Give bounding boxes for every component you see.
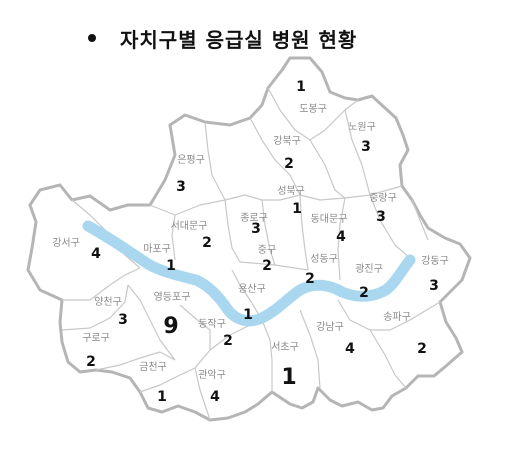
- district-name-dobong: 도봉구: [299, 103, 327, 115]
- district-name-nowon: 노원구: [348, 121, 376, 133]
- district-name-yangcheon: 양천구: [94, 296, 122, 308]
- district-value-gangdong: 3: [429, 278, 439, 294]
- district-value-guro: 2: [86, 354, 96, 370]
- district-value-jongno: 3: [251, 221, 261, 237]
- district-name-dongdaemun: 동대문구: [311, 213, 348, 225]
- district-value-eunpyeong: 3: [176, 179, 186, 195]
- district-value-yangcheon: 3: [118, 312, 128, 328]
- district-name-dongjak: 동작구: [198, 318, 226, 330]
- district-name-gangdong: 강동구: [421, 255, 449, 267]
- district-name-guro: 구로구: [82, 333, 110, 344]
- district-name-jung: 중구: [258, 244, 276, 256]
- district-value-gangseo: 4: [91, 246, 101, 262]
- district-value-yeongdeungpo: 9: [163, 314, 178, 339]
- district-name-eunpyeong: 은평구: [177, 154, 205, 166]
- district-value-geumcheon: 1: [157, 389, 167, 405]
- district-value-seodaemun: 2: [202, 235, 212, 251]
- district-value-jung: 2: [262, 258, 272, 274]
- district-value-yongsan: 1: [243, 307, 253, 323]
- district-name-jungnang: 중랑구: [369, 192, 397, 204]
- title-row: 자치구별 응급실 병원 현황: [88, 22, 357, 54]
- district-borders: [61, 87, 441, 421]
- district-value-gangbuk: 2: [284, 156, 294, 172]
- district-value-dongdaemun: 4: [336, 229, 346, 245]
- district-name-gangnam: 강남구: [316, 321, 344, 333]
- district-name-mapo: 마포구: [143, 243, 171, 255]
- district-name-gwanak: 관악구: [198, 369, 226, 381]
- district-value-dobong: 1: [296, 79, 306, 95]
- district-name-seodaemun: 서대문구: [171, 220, 208, 232]
- district-name-jongno: 종로구: [240, 212, 268, 224]
- district-name-gangbuk: 강북구: [273, 135, 301, 147]
- map-title: 자치구별 응급실 병원 현황: [120, 27, 358, 52]
- district-value-mapo: 1: [166, 258, 176, 274]
- district-value-songpa: 2: [417, 341, 427, 357]
- district-name-geumcheon: 금천구: [139, 361, 167, 373]
- district-name-gwangjin: 광진구: [355, 263, 383, 275]
- district-value-seocho: 1: [281, 365, 296, 390]
- district-value-seongdong: 2: [305, 271, 315, 287]
- district-value-nowon: 3: [361, 139, 371, 155]
- district-name-seocho: 서초구: [271, 341, 299, 353]
- district-value-gwangjin: 2: [359, 285, 369, 301]
- bullet-icon: [88, 34, 96, 42]
- han-river: [82, 220, 416, 327]
- district-value-seongbuk: 1: [292, 201, 302, 217]
- district-name-seongbuk: 성북구: [277, 185, 305, 197]
- district-name-gangseo: 강서구: [52, 237, 80, 249]
- seoul-outline: [26, 56, 472, 422]
- district-value-jungnang: 3: [376, 209, 386, 225]
- district-name-songpa: 송파구: [383, 311, 411, 323]
- district-value-gangnam: 4: [345, 341, 355, 357]
- district-value-dongjak: 2: [223, 333, 233, 349]
- district-name-seongdong: 성동구: [310, 253, 338, 265]
- district-value-gwanak: 4: [210, 389, 220, 405]
- district-name-yongsan: 용산구: [238, 283, 266, 295]
- district-name-yeongdeungpo: 영등포구: [154, 291, 191, 303]
